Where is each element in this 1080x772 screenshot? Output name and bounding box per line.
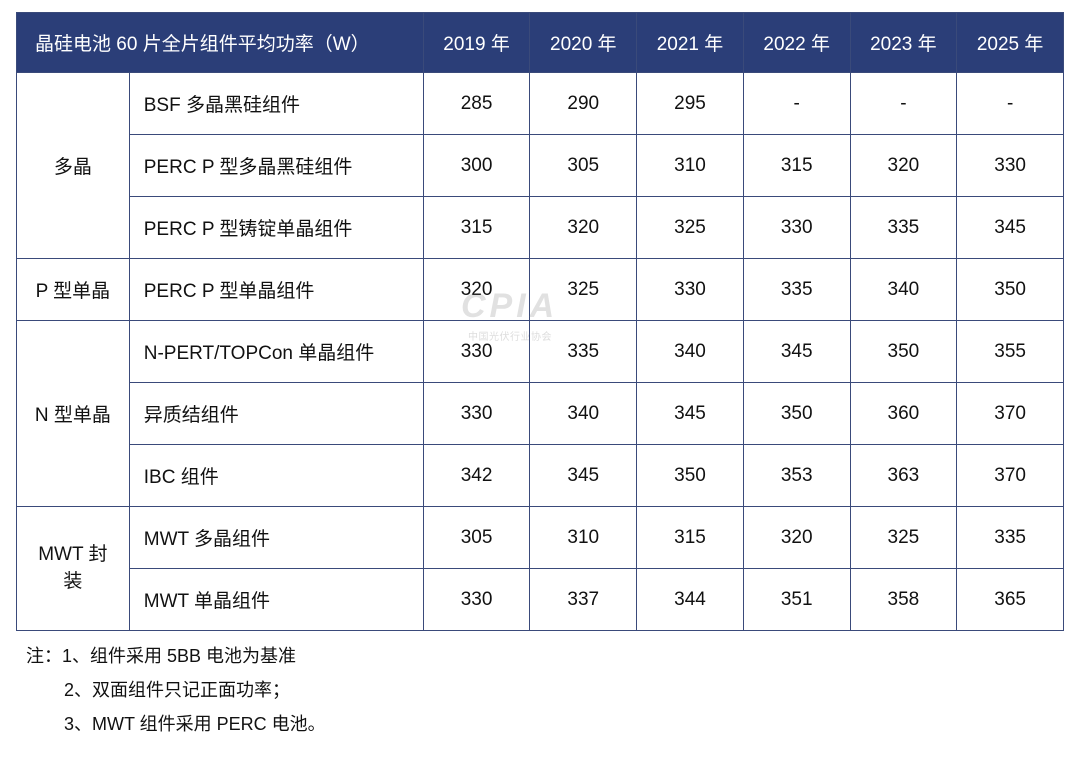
row-name: MWT 多晶组件 (129, 507, 423, 569)
power-table: 晶硅电池 60 片全片组件平均功率（W） 2019 年 2020 年 2021 … (16, 12, 1064, 631)
note-1: 注：1、组件采用 5BB 电池为基准 (26, 639, 1064, 673)
value-cell: 285 (423, 73, 530, 135)
col-year-2: 2021 年 (637, 13, 744, 73)
table-row: 异质结组件330340345350360370 (17, 383, 1064, 445)
value-cell: 320 (850, 135, 957, 197)
notes: 注：1、组件采用 5BB 电池为基准 2、双面组件只记正面功率； 3、MWT 组… (16, 639, 1064, 742)
note-prefix: 注： (26, 646, 62, 666)
value-cell: 310 (530, 507, 637, 569)
value-cell: 325 (530, 259, 637, 321)
table-row: N 型单晶N-PERT/TOPCon 单晶组件33033534034535035… (17, 321, 1064, 383)
value-cell: 337 (530, 569, 637, 631)
col-year-3: 2022 年 (743, 13, 850, 73)
value-cell: 295 (637, 73, 744, 135)
table-row: P 型单晶PERC P 型单晶组件320325330335340350 (17, 259, 1064, 321)
value-cell: 345 (637, 383, 744, 445)
col-year-1: 2020 年 (530, 13, 637, 73)
value-cell: 330 (957, 135, 1064, 197)
value-cell: 345 (530, 445, 637, 507)
value-cell: 350 (850, 321, 957, 383)
value-cell: 345 (743, 321, 850, 383)
row-name: MWT 单晶组件 (129, 569, 423, 631)
row-name: N-PERT/TOPCon 单晶组件 (129, 321, 423, 383)
value-cell: - (957, 73, 1064, 135)
value-cell: 325 (637, 197, 744, 259)
value-cell: 350 (743, 383, 850, 445)
value-cell: 315 (743, 135, 850, 197)
value-cell: 345 (957, 197, 1064, 259)
value-cell: 363 (850, 445, 957, 507)
value-cell: 350 (957, 259, 1064, 321)
value-cell: 315 (637, 507, 744, 569)
value-cell: 365 (957, 569, 1064, 631)
table-row: PERC P 型多晶黑硅组件300305310315320330 (17, 135, 1064, 197)
value-cell: 305 (423, 507, 530, 569)
value-cell: 370 (957, 383, 1064, 445)
note-2: 2、双面组件只记正面功率； (26, 673, 1064, 707)
value-cell: 350 (637, 445, 744, 507)
value-cell: 355 (957, 321, 1064, 383)
value-cell: 342 (423, 445, 530, 507)
value-cell: 330 (637, 259, 744, 321)
value-cell: 335 (530, 321, 637, 383)
table-row: 多晶BSF 多晶黑硅组件285290295--- (17, 73, 1064, 135)
row-name: IBC 组件 (129, 445, 423, 507)
value-cell: 340 (850, 259, 957, 321)
value-cell: 320 (530, 197, 637, 259)
header-row: 晶硅电池 60 片全片组件平均功率（W） 2019 年 2020 年 2021 … (17, 13, 1064, 73)
value-cell: 340 (530, 383, 637, 445)
category-cell: N 型单晶 (17, 321, 130, 507)
category-cell: P 型单晶 (17, 259, 130, 321)
table-row: MWT 封装MWT 多晶组件305310315320325335 (17, 507, 1064, 569)
table-title: 晶硅电池 60 片全片组件平均功率（W） (17, 13, 424, 73)
value-cell: 335 (743, 259, 850, 321)
row-name: PERC P 型多晶黑硅组件 (129, 135, 423, 197)
row-name: BSF 多晶黑硅组件 (129, 73, 423, 135)
table-row: MWT 单晶组件330337344351358365 (17, 569, 1064, 631)
value-cell: 325 (850, 507, 957, 569)
value-cell: 340 (637, 321, 744, 383)
col-year-5: 2025 年 (957, 13, 1064, 73)
value-cell: 290 (530, 73, 637, 135)
value-cell: 358 (850, 569, 957, 631)
table-wrapper: CPIA 中国光伏行业协会 晶硅电池 60 片全片组件平均功率（W） 2019 … (16, 12, 1064, 742)
value-cell: 300 (423, 135, 530, 197)
value-cell: 351 (743, 569, 850, 631)
value-cell: - (850, 73, 957, 135)
value-cell: 320 (423, 259, 530, 321)
col-year-0: 2019 年 (423, 13, 530, 73)
value-cell: 370 (957, 445, 1064, 507)
value-cell: 344 (637, 569, 744, 631)
row-name: 异质结组件 (129, 383, 423, 445)
value-cell: 330 (743, 197, 850, 259)
col-year-4: 2023 年 (850, 13, 957, 73)
value-cell: 360 (850, 383, 957, 445)
value-cell: 335 (850, 197, 957, 259)
row-name: PERC P 型单晶组件 (129, 259, 423, 321)
value-cell: 315 (423, 197, 530, 259)
category-cell: MWT 封装 (17, 507, 130, 631)
value-cell: 330 (423, 321, 530, 383)
note-3: 3、MWT 组件采用 PERC 电池。 (26, 707, 1064, 741)
row-name: PERC P 型铸锭单晶组件 (129, 197, 423, 259)
value-cell: 335 (957, 507, 1064, 569)
value-cell: 330 (423, 383, 530, 445)
table-row: PERC P 型铸锭单晶组件315320325330335345 (17, 197, 1064, 259)
value-cell: 310 (637, 135, 744, 197)
table-body: 多晶BSF 多晶黑硅组件285290295---PERC P 型多晶黑硅组件30… (17, 73, 1064, 631)
value-cell: 305 (530, 135, 637, 197)
value-cell: 320 (743, 507, 850, 569)
table-row: IBC 组件342345350353363370 (17, 445, 1064, 507)
value-cell: - (743, 73, 850, 135)
category-cell: 多晶 (17, 73, 130, 259)
value-cell: 353 (743, 445, 850, 507)
value-cell: 330 (423, 569, 530, 631)
